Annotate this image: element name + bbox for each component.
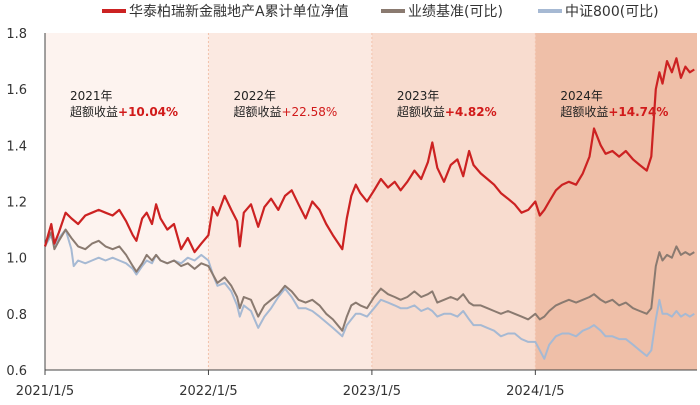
x-axis: 2021/1/5 2022/1/5 2023/1/5 2024/1/5 (16, 369, 697, 399)
legend-item-csi800: 中证800(可比) (538, 4, 659, 20)
y-tick-label: 1.4 (6, 139, 27, 154)
legend-item-fund: 华泰柏瑞新金融地产A累计单位净值 (102, 4, 349, 20)
excess-return-annotations: 2021年超额收益+10.04%2022年超额收益+22.58%2023年超额收… (70, 89, 668, 119)
annotation-value: +22.58% (281, 105, 337, 119)
chart-legend: 华泰柏瑞新金融地产A累计单位净值 业绩基准(可比) 中证800(可比) (102, 3, 659, 20)
annotation-year: 2024年 (560, 89, 603, 103)
y-tick-label: 0.6 (6, 364, 27, 379)
legend-label-benchmark: 业绩基准(可比) (408, 3, 503, 20)
annotation-label: 超额收益 (70, 104, 118, 119)
annotation-year: 2022年 (233, 89, 276, 103)
annotation-value: +10.04% (118, 105, 178, 119)
y-tick-label: 0.8 (6, 308, 27, 323)
series-line-csi800 (44, 228, 695, 360)
series-line-benchmark (44, 228, 695, 332)
legend-label-fund: 华泰柏瑞新金融地产A累计单位净值 (129, 4, 349, 20)
annotation-excess-return: 超额收益+10.04% (70, 104, 178, 119)
x-tick-label: 2022/1/5 (179, 384, 237, 399)
year-bands (45, 33, 697, 370)
year-band-2021 (45, 33, 209, 370)
x-tick-label: 2023/1/5 (343, 384, 401, 399)
annotation-label: 超额收益 (233, 104, 281, 119)
annotation-label: 超额收益 (560, 104, 608, 119)
y-axis: 0.6 0.8 1.0 1.2 1.4 1.6 1.8 (6, 27, 46, 379)
annotation-excess-return: 超额收益+14.74% (560, 104, 668, 119)
year-band-2023 (371, 33, 536, 370)
legend-item-benchmark: 业绩基准(可比) (381, 3, 503, 20)
y-tick-label: 1.2 (6, 196, 27, 211)
x-tick-label: 2024/1/5 (506, 384, 564, 399)
x-tick-label: 2021/1/5 (16, 384, 74, 399)
annotation-excess-return: 超额收益+22.58% (233, 104, 337, 119)
series-line-fund (43, 57, 695, 254)
annotation-excess-return: 超额收益+4.82% (397, 104, 497, 119)
y-tick-label: 1.8 (6, 27, 27, 42)
annotation-year: 2023年 (397, 89, 440, 103)
y-tick-label: 1.6 (6, 83, 27, 98)
series-lines (43, 57, 695, 360)
annotation-label: 超额收益 (397, 104, 445, 119)
annotation-value: +14.74% (608, 105, 668, 119)
y-tick-label: 1.0 (6, 252, 27, 267)
year-band-2024 (535, 33, 697, 370)
year-band-2022 (208, 33, 372, 370)
annotation-year: 2021年 (70, 89, 113, 103)
legend-label-csi800: 中证800(可比) (565, 4, 659, 20)
annotation-value: +4.82% (445, 105, 497, 119)
